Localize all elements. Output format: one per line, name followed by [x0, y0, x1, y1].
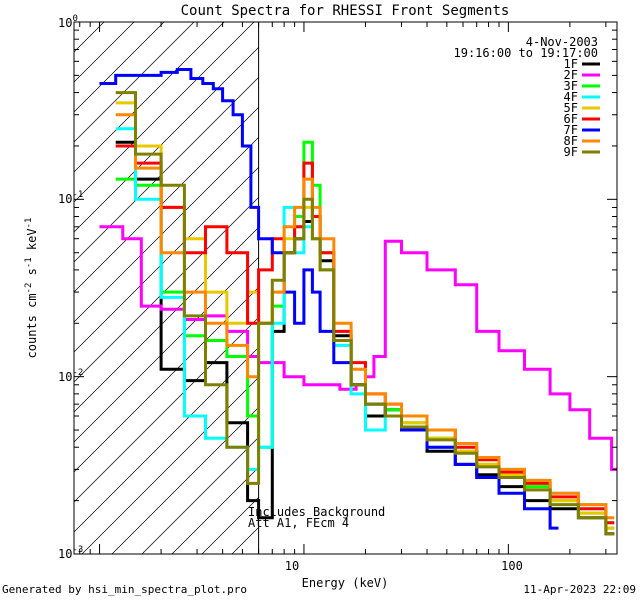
legend-label-2F: 2F	[564, 68, 578, 82]
axis-ticks	[74, 21, 617, 555]
hatch-line	[74, 226, 259, 413]
date-label: 4-Nov-2003	[526, 35, 598, 49]
legend-label-7F: 7F	[564, 123, 578, 137]
hatch-line	[74, 22, 255, 203]
hatch-line	[74, 196, 259, 383]
footer-generated-by: Generated by hsi_min_spectra_plot.pro	[2, 583, 248, 596]
hatch-line	[74, 22, 75, 23]
series-line-1F	[115, 140, 615, 536]
hatch-line	[74, 346, 259, 533]
x-axis-label: Energy (keV)	[302, 576, 389, 590]
x-tick-label-100: 100	[501, 559, 523, 573]
hatch-line	[74, 22, 105, 53]
series-line-6F	[115, 144, 615, 525]
hatch-line	[74, 106, 259, 293]
annotation-attenuator: Att A1, FEcm 4	[248, 516, 349, 530]
hatch-line	[74, 166, 259, 353]
series-line-9F	[115, 91, 615, 536]
series-line-8F	[115, 113, 615, 520]
annotation-background: Includes Background	[248, 505, 385, 519]
hatch-line	[141, 436, 259, 554]
y-tick-label-1e-3: 10-3	[58, 545, 83, 561]
legend-label-1F: 1F	[564, 57, 578, 71]
hatch-line	[74, 46, 259, 233]
legend-label-4F: 4F	[564, 90, 578, 104]
time-range-label: 19:16:00 to 19:17:00	[454, 46, 599, 60]
hatch-line	[74, 136, 259, 323]
y-axis-label: counts cm-2 s-1 keV-1	[24, 218, 39, 359]
legend-label-6F: 6F	[564, 112, 578, 126]
y-tick-label-1e-2: 10-2	[58, 368, 83, 384]
hatch-line	[74, 286, 259, 473]
hatch-line	[74, 256, 259, 443]
hatch-line	[74, 316, 259, 503]
hatch-line	[74, 22, 165, 113]
hatch-line	[231, 526, 259, 554]
legend-label-3F: 3F	[564, 79, 578, 93]
y-tick-label-1e-1: 10-1	[58, 190, 83, 206]
hatch-line	[74, 76, 259, 263]
hatch-line	[81, 376, 259, 554]
series-layer	[99, 68, 617, 536]
legend-label-9F: 9F	[564, 145, 578, 159]
y-tick-label-1e0: 100	[58, 14, 78, 30]
hatch-line	[74, 22, 195, 143]
legend-label-8F: 8F	[564, 134, 578, 148]
chart-title: Count Spectra for RHESSI Front Segments	[181, 3, 510, 19]
footer-timestamp: 11-Apr-2023 22:09	[523, 583, 636, 596]
series-line-3F	[115, 140, 615, 530]
series-line-2F	[99, 225, 617, 471]
x-tick-label-10: 10	[285, 559, 299, 573]
hatched-region	[74, 22, 259, 554]
legend-label-5F: 5F	[564, 101, 578, 115]
hatch-line	[111, 406, 259, 554]
plot-frame	[73, 21, 618, 555]
